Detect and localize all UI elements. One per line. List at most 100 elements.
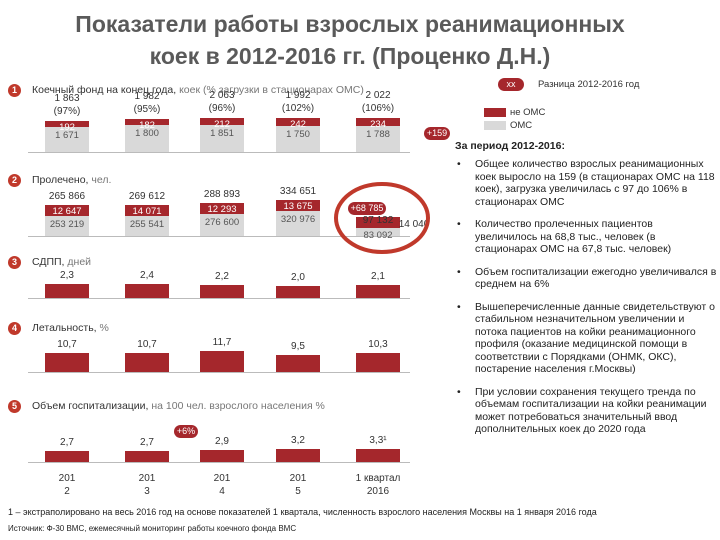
mortality-value-label: 9,5	[291, 340, 305, 352]
treated-label-oms: 255 541	[129, 218, 165, 230]
hosp-baseline	[28, 462, 410, 463]
year-line-2: 5	[295, 486, 301, 497]
treated-bar-oms	[200, 214, 244, 236]
los-bar	[45, 284, 89, 298]
year-line-1: 201	[138, 473, 156, 484]
treated-label-oms: 320 976	[280, 213, 316, 225]
bullet-dot-icon: •	[457, 385, 461, 398]
beds-pct-label: (95%)	[133, 104, 161, 116]
title-line-2: коек в 2012-2016 гг. (Проценко Д.Н.)	[149, 43, 551, 69]
beds-label-oms: 1 788	[366, 128, 390, 140]
hosp-bar	[276, 449, 320, 462]
summary-bullet-text: Объем госпитализации ежегодно увеличивал…	[475, 265, 717, 291]
los-value-label: 2,3	[60, 270, 74, 282]
beds-pct-label: (106%)	[361, 102, 395, 114]
treated-label-oms: 253 219	[49, 219, 85, 231]
mortality-baseline	[28, 372, 410, 373]
summary-bullet-text: Количество пролеченных пациентов увеличи…	[475, 218, 672, 255]
mortality-bar	[45, 352, 89, 372]
mortality-value-label: 11,7	[212, 336, 232, 348]
summary-bullet: • При условии сохранения текущего тренда …	[455, 386, 717, 436]
treated-label-non-oms: 12 293	[207, 204, 237, 216]
los-bar	[276, 286, 320, 298]
beds-label-non-oms: 192	[59, 121, 75, 133]
beds-bar-oms	[356, 125, 400, 152]
summary-list: • Общее количество взрослых реанимационны…	[455, 158, 717, 436]
beds-bar-non-oms	[356, 117, 400, 126]
bullet-dot-icon: •	[457, 300, 461, 313]
legend-oms: ОМС	[510, 120, 533, 131]
treated-bar-oms	[125, 215, 169, 236]
treated-bar-non-oms	[276, 199, 320, 211]
hosp-bar	[356, 448, 400, 462]
year-label: 201 3	[117, 472, 177, 498]
beds-bar-non-oms	[200, 117, 244, 125]
section-3-number: 3	[8, 256, 21, 269]
treated-bar-non-oms	[356, 217, 400, 228]
year-line-1: 201	[58, 473, 76, 484]
treated-bar-non-oms	[200, 203, 244, 215]
legend-diff-label: Разница 2012-2016 год	[538, 79, 640, 90]
los-value-label: 2,0	[291, 272, 305, 283]
year-line-2: 2016	[366, 486, 390, 497]
legend-non-oms: не ОМС	[510, 107, 546, 118]
mortality-bar	[125, 352, 169, 372]
beds-label-oms: 1 800	[135, 128, 159, 140]
beds-label-oms: 1 750	[286, 129, 310, 141]
year-label: 201 2	[37, 472, 97, 498]
year-line-2: 4	[219, 486, 225, 497]
treated-q2016-total: 97 132	[362, 215, 394, 226]
mortality-value-label: 10,7	[57, 338, 77, 350]
beds-pct-label: (97%)	[53, 105, 81, 117]
treated-label-non-oms: 13 675	[283, 200, 313, 212]
mortality-bar	[276, 354, 320, 372]
beds-label-non-oms: 212	[214, 118, 230, 130]
year-label: 1 квартал 2016	[348, 472, 408, 498]
section-2-number: 2	[8, 174, 21, 187]
mortality-bar	[200, 350, 244, 372]
summary-heading: За период 2012-2016:	[455, 140, 565, 152]
year-line-2: 2	[64, 486, 70, 497]
treated-total-label: 265 866	[48, 191, 86, 203]
los-baseline	[28, 298, 410, 299]
hosp-delta-badge: +6%	[174, 425, 198, 438]
hosp-value-label: 2,7	[60, 437, 74, 449]
treated-delta-badge: +68 785	[348, 202, 386, 215]
legend-swatch-non-oms	[484, 108, 506, 117]
beds-delta-badge: +159	[424, 127, 450, 140]
hosp-value-label: 3,2	[291, 435, 305, 447]
los-value-label: 2,2	[215, 270, 229, 282]
beds-total-label: 2 022	[365, 89, 391, 101]
summary-bullet-text: Общее количество взрослых реанимационных…	[475, 158, 715, 208]
treated-total-label: 288 893	[203, 189, 241, 201]
summary-panel: За период 2012-2016: • Общее количество в…	[455, 140, 717, 446]
treated-bar-non-oms	[45, 205, 89, 217]
section-4-label: Летальность, %	[32, 322, 109, 334]
beds-bar-oms	[45, 127, 89, 152]
treated-total-label: 269 612	[128, 190, 166, 202]
mortality-value-label: 10,7	[137, 338, 157, 350]
footnote: 1 – экстраполировано на весь 2016 год на…	[8, 507, 597, 517]
summary-bullet-text: Вышеперечисленные данные свидетельствуют…	[475, 300, 715, 376]
year-label: 201 4	[192, 472, 252, 498]
year-line-1: 201	[289, 473, 307, 484]
mortality-bar	[356, 353, 400, 372]
beds-label-oms: 1 671	[55, 130, 79, 142]
summary-bullet: • Вышеперечисленные данные свидетельствую…	[455, 301, 717, 376]
beds-bar-non-oms	[125, 119, 169, 126]
los-bar	[356, 285, 400, 298]
beds-pct-label: (102%)	[281, 103, 315, 114]
beds-total-label: 2 063	[209, 89, 235, 101]
summary-bullet: • Количество пролеченных пациентов увелич…	[455, 218, 717, 256]
treated-label-oms: 83 092	[363, 230, 393, 241]
section-1-label: Коечный фонд на конец года, коек (% загр…	[32, 84, 364, 96]
year-line-1: 1 квартал	[355, 473, 401, 484]
beds-label-non-oms: 234	[370, 118, 386, 130]
hosp-bar	[125, 451, 169, 462]
beds-total-label: 1 992	[285, 90, 311, 101]
year-line-2: 3	[144, 486, 150, 497]
treated-bar-non-oms	[125, 204, 169, 216]
treated-label-non-oms: 14 040	[398, 219, 430, 230]
section-5-number: 5	[8, 400, 21, 413]
hosp-value-label: 3,3¹	[369, 434, 387, 446]
